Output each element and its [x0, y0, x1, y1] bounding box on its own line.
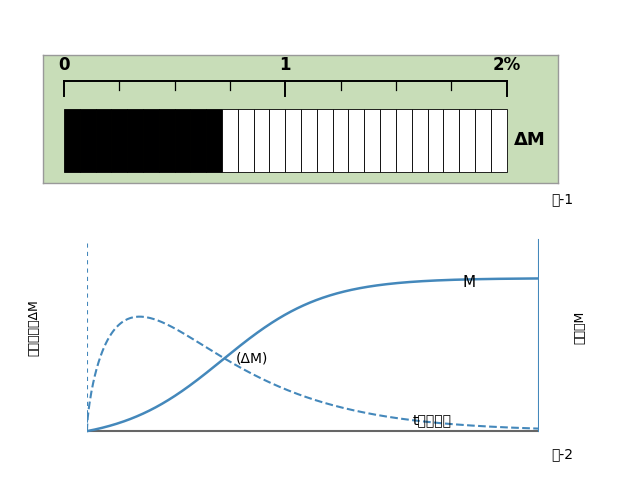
Bar [238, 108, 254, 172]
Text: 水分変動幅ΔM: 水分変動幅ΔM [28, 299, 40, 356]
Bar [80, 108, 95, 172]
Bar [396, 108, 412, 172]
Text: 図-2: 図-2 [552, 448, 574, 462]
Bar [127, 108, 143, 172]
Bar [285, 108, 301, 172]
Bar [365, 108, 380, 172]
Bar [206, 108, 222, 172]
Bar [380, 108, 396, 172]
Text: 2%: 2% [492, 56, 521, 74]
Bar [175, 108, 190, 172]
Bar [143, 108, 159, 172]
Bar [475, 108, 491, 172]
Bar [491, 108, 507, 172]
Bar [112, 108, 127, 172]
Text: M: M [463, 275, 476, 290]
Text: t（時間）: t（時間） [413, 412, 452, 426]
Bar [348, 108, 365, 172]
Bar [301, 108, 317, 172]
Bar [428, 108, 443, 172]
Bar [64, 108, 80, 172]
Bar [254, 108, 270, 172]
Text: 1: 1 [280, 56, 291, 74]
Text: 図-1: 図-1 [551, 192, 574, 206]
Bar [159, 108, 175, 172]
Text: 0: 0 [58, 56, 69, 74]
Text: (ΔM): (ΔM) [236, 352, 268, 366]
Bar [222, 108, 238, 172]
Bar [317, 108, 333, 172]
Bar [95, 108, 112, 172]
Bar [459, 108, 475, 172]
Bar [333, 108, 348, 172]
Bar [412, 108, 428, 172]
Text: 水分値M: 水分値M [574, 311, 586, 344]
Bar [270, 108, 285, 172]
Bar [443, 108, 459, 172]
Bar [190, 108, 206, 172]
Text: ΔM: ΔM [514, 132, 546, 150]
